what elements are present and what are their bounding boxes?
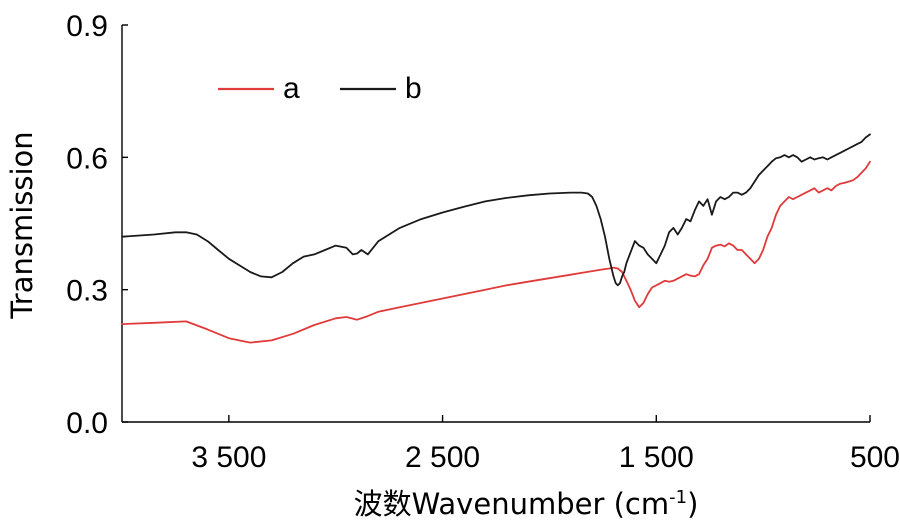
x-tick-label: 3 500 — [191, 441, 266, 474]
x-tick-label: 1 500 — [619, 441, 694, 474]
legend-label-b: b — [405, 72, 422, 105]
y-tick-label: 0.3 — [66, 275, 108, 308]
x-tick-label: 2 500 — [405, 441, 480, 474]
series-line-a — [121, 160, 871, 344]
x-tick-label: 500 — [850, 441, 900, 474]
x-axis-title-close: ) — [687, 487, 698, 521]
x-ticks: 3 500 2 500 1 500 500 — [191, 415, 900, 474]
y-axis-title: Transmission — [5, 131, 39, 319]
y-tick-label: 0.0 — [66, 407, 108, 440]
series-line-b — [121, 133, 871, 287]
y-tick-label: 0.9 — [66, 10, 108, 43]
x-axis-title-main: 波数Wavenumber (cm — [354, 487, 670, 521]
y-tick-label: 0.6 — [66, 142, 108, 175]
axes — [121, 25, 870, 423]
legend-label-a: a — [283, 72, 300, 105]
x-axis-title-superscript: -1 — [669, 487, 687, 508]
x-axis-title: 波数Wavenumber (cm-1) — [354, 487, 699, 521]
y-ticks: 0.0 0.3 0.6 0.9 — [66, 10, 128, 440]
series-layer — [121, 133, 871, 344]
